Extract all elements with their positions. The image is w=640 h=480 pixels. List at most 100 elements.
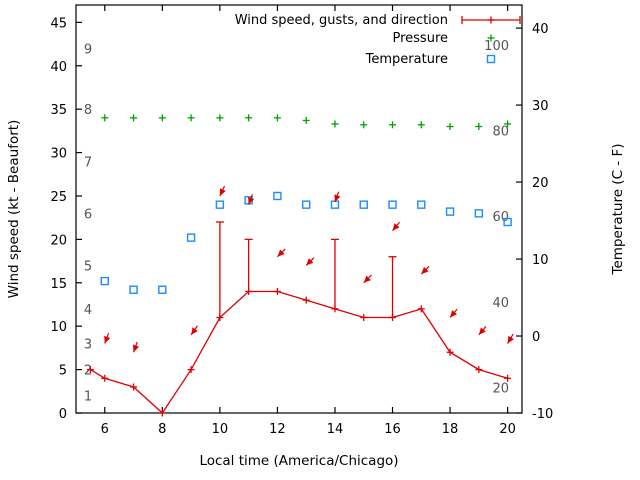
wind-speed-point — [86, 366, 94, 374]
wind-speed-point — [331, 305, 339, 313]
wind-speed-point — [504, 374, 512, 382]
x-axis-title: Local time (America/Chicago) — [199, 453, 398, 469]
wind-direction-arrow — [392, 221, 401, 232]
y-axis-title: Wind speed (kt - Beaufort) — [6, 120, 22, 299]
temperature-point — [301, 200, 311, 209]
pressure-point — [302, 116, 310, 124]
temperature-point — [215, 200, 225, 209]
temperature-point — [445, 207, 455, 216]
legend-marker-pressure — [487, 34, 495, 42]
wind-speed-point — [417, 305, 425, 313]
wind-speed-point — [389, 314, 397, 322]
y2-tick-label: 40 — [532, 22, 549, 37]
y-tick-label: 10 — [50, 320, 67, 335]
y-tick-label: 25 — [50, 190, 67, 205]
y2-tick-label: 0 — [532, 330, 540, 345]
beaufort-label: 2 — [84, 364, 92, 379]
plot-frame — [75, 4, 523, 414]
wind-direction-arrow — [420, 265, 430, 275]
x-tick-label: 20 — [499, 422, 516, 437]
beaufort-label: 7 — [84, 155, 92, 170]
legend-marker-temperature — [486, 54, 496, 64]
legend-label-0: Wind speed, gusts, and direction — [235, 13, 448, 28]
wind-direction-arrow — [363, 274, 372, 284]
y-tick-label: 35 — [50, 103, 67, 118]
wind-speed-point — [245, 287, 253, 295]
x-tick-label: 12 — [269, 422, 286, 437]
beaufort-label: 5 — [84, 259, 92, 274]
wind-speed-point — [187, 366, 195, 374]
temperature-point — [417, 200, 426, 209]
beaufort-label: 6 — [84, 207, 92, 222]
pressure-point — [187, 114, 195, 122]
pressure-point — [475, 123, 483, 131]
pressure-point — [504, 120, 512, 128]
pressure-point — [446, 123, 454, 131]
pressure-point — [158, 114, 166, 122]
temperature-point — [359, 200, 368, 209]
y-tick-label: 15 — [50, 277, 67, 292]
fahrenheit-label: 60 — [492, 210, 509, 225]
temperature-point — [503, 217, 512, 227]
x-tick-label: 6 — [101, 422, 109, 437]
legend-marker-wind — [487, 16, 495, 24]
fahrenheit-label: 100 — [484, 39, 509, 54]
wind-speed-point — [446, 348, 454, 356]
y-tick-label: 0 — [59, 407, 67, 422]
fahrenheit-label: 20 — [492, 382, 509, 397]
temperature-point — [474, 209, 484, 218]
wind-direction-arrow — [104, 333, 111, 344]
pressure-point — [245, 114, 253, 122]
pressure-point — [360, 121, 368, 129]
y-tick-label: 30 — [50, 147, 67, 162]
y2-tick-label: 20 — [532, 176, 549, 191]
beaufort-label: 3 — [84, 338, 92, 353]
pressure-point — [216, 114, 224, 122]
wind-direction-arrow — [449, 308, 458, 318]
x-tick-label: 16 — [384, 422, 401, 437]
temperature-point — [158, 285, 167, 294]
wind-direction-arrow — [305, 257, 315, 266]
pressure-point — [101, 114, 109, 122]
wind-direction-arrow — [248, 194, 255, 205]
x-tick-label: 8 — [158, 422, 166, 437]
y2-tick-label: 30 — [532, 99, 549, 114]
beaufort-label: 8 — [84, 103, 92, 118]
wind-speed-point — [130, 383, 138, 391]
beaufort-label: 9 — [84, 42, 92, 57]
wind-speed-point — [101, 374, 109, 382]
wind-direction-arrow — [478, 326, 487, 336]
wind-direction-arrow — [132, 341, 139, 353]
wind-direction-arrow — [334, 191, 341, 203]
y-tick-label: 40 — [50, 60, 67, 75]
fahrenheit-label: 80 — [492, 124, 509, 139]
pressure-point — [130, 114, 138, 122]
x-tick-label: 14 — [327, 422, 344, 437]
wind-direction-arrow — [219, 185, 226, 197]
wind-speed-line — [90, 290, 508, 414]
y2-axis-title: Temperature (C - F) — [610, 144, 626, 276]
temperature-point — [273, 191, 282, 201]
wind-direction-arrow — [507, 333, 514, 344]
legend-label-2: Temperature — [365, 52, 448, 67]
y2-tick-label: 10 — [532, 253, 549, 268]
temperature-point — [388, 200, 397, 209]
wind-direction-arrow — [190, 325, 198, 336]
wind-direction-arrow — [276, 248, 286, 258]
pressure-point — [331, 120, 339, 128]
wind-speed-point — [273, 287, 281, 295]
y-tick-label: 5 — [59, 364, 67, 379]
legend-label-1: Pressure — [392, 31, 448, 46]
beaufort-label: 4 — [84, 303, 92, 318]
pressure-point — [389, 121, 397, 129]
beaufort-label: 1 — [84, 390, 92, 405]
temperature-point — [100, 276, 109, 286]
y2-tick-label: -10 — [532, 407, 553, 422]
wind-speed-point — [216, 314, 224, 322]
y-tick-label: 45 — [50, 16, 67, 31]
wind-speed-point — [302, 296, 310, 304]
fahrenheit-label: 40 — [492, 296, 509, 311]
temperature-point — [330, 200, 340, 209]
